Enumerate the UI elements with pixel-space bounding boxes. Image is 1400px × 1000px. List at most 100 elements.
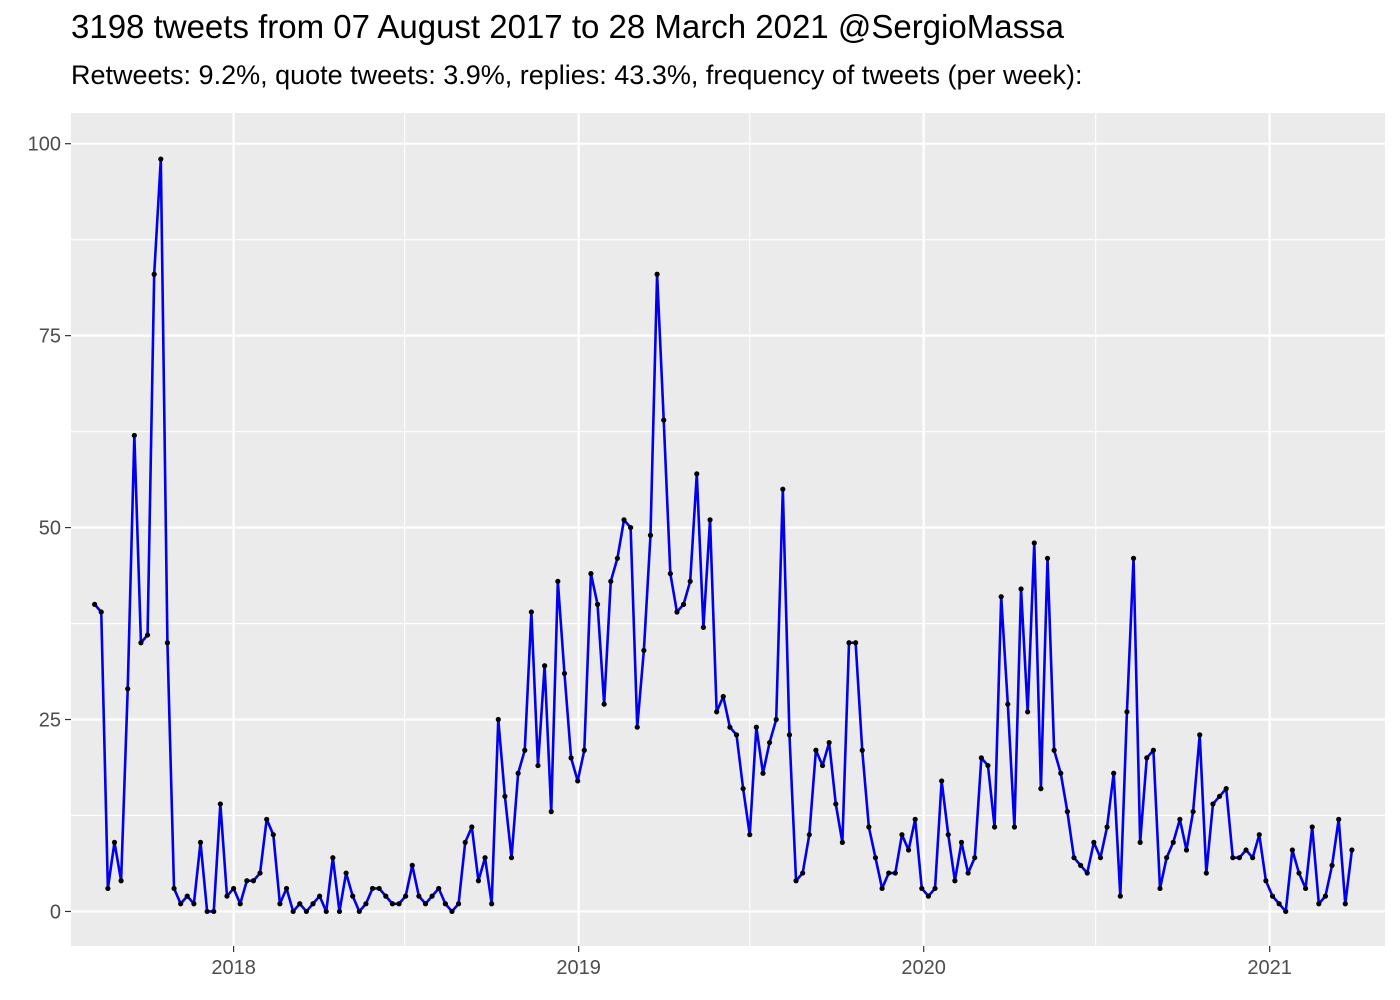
data-point (1084, 870, 1090, 876)
data-point (747, 832, 753, 838)
data-point (1230, 855, 1236, 861)
data-point (581, 747, 587, 753)
data-point (1322, 893, 1329, 899)
data-point (661, 417, 667, 423)
data-point (1044, 555, 1051, 561)
data-point (1269, 893, 1276, 899)
data-point (1124, 709, 1130, 715)
data-point (1276, 901, 1282, 907)
data-point (985, 762, 991, 769)
data-point (905, 847, 912, 853)
data-point (714, 709, 720, 715)
data-point (859, 747, 865, 753)
data-point (455, 901, 462, 907)
data-point (178, 901, 184, 907)
data-point (105, 885, 111, 892)
y-axis: 0 25 50 75 100 (28, 134, 71, 923)
data-point (621, 517, 627, 523)
data-point (978, 755, 984, 761)
data-point (528, 609, 534, 615)
data-point (1144, 755, 1150, 761)
data-point (833, 801, 839, 807)
y-tick-label: 50 (39, 518, 61, 540)
data-point (416, 893, 422, 899)
minor-gridlines (71, 113, 1385, 946)
data-point (369, 885, 376, 892)
data-point (853, 640, 859, 646)
data-point (1011, 824, 1018, 830)
data-point (1190, 809, 1196, 815)
data-point (753, 724, 759, 730)
data-point (866, 824, 872, 830)
data-point (197, 839, 204, 845)
data-point (773, 716, 779, 723)
data-points (92, 156, 1355, 915)
data-point (548, 809, 554, 815)
data-point (568, 755, 574, 761)
data-point (760, 770, 766, 776)
data-point (131, 432, 137, 439)
data-point (356, 908, 362, 915)
data-point (1025, 709, 1031, 715)
data-point (1177, 816, 1183, 822)
data-point (700, 624, 707, 630)
data-point (694, 471, 700, 477)
data-point (1130, 555, 1137, 561)
data-point (508, 855, 515, 861)
data-point (158, 156, 164, 162)
data-point (244, 878, 250, 884)
data-point (389, 901, 396, 907)
x-tick-label: 2018 (211, 957, 256, 979)
data-point (1296, 870, 1302, 876)
data-point (594, 601, 601, 607)
data-point (1071, 855, 1077, 861)
data-point (482, 855, 488, 861)
data-point (1203, 870, 1209, 876)
data-point (257, 870, 263, 876)
data-point (383, 893, 389, 899)
data-point (217, 801, 223, 807)
data-point (707, 517, 713, 523)
data-point (144, 632, 151, 638)
data-point (601, 701, 607, 707)
data-point (793, 878, 799, 884)
data-point (1111, 770, 1117, 776)
data-point (641, 647, 647, 654)
data-point (363, 901, 369, 907)
data-point (1164, 855, 1170, 861)
data-point (310, 901, 316, 907)
data-point (515, 770, 521, 776)
y-tick-label: 0 (50, 901, 61, 923)
data-point (1183, 847, 1190, 853)
data-point (138, 640, 144, 646)
data-point (1236, 855, 1243, 861)
data-point (429, 893, 435, 899)
y-tick-label: 25 (39, 710, 61, 732)
data-point (422, 901, 429, 907)
data-point (912, 816, 918, 822)
data-point (1283, 908, 1289, 915)
data-point (264, 816, 270, 822)
data-point (654, 271, 660, 277)
data-point (720, 693, 726, 700)
data-point (1018, 586, 1024, 592)
data-point (1051, 747, 1057, 753)
data-point (350, 893, 356, 899)
data-point (733, 732, 740, 738)
data-point (1078, 862, 1084, 868)
data-point (925, 893, 932, 899)
data-point (469, 824, 475, 830)
data-point (958, 839, 965, 845)
data-point (1223, 786, 1229, 792)
data-point (1250, 855, 1256, 861)
data-point (283, 885, 290, 892)
data-point (826, 739, 832, 746)
data-point (1316, 901, 1322, 907)
data-point (839, 839, 845, 845)
data-point (409, 862, 415, 868)
data-point (191, 901, 197, 907)
data-point (1289, 847, 1295, 853)
x-tick-label: 2019 (556, 957, 601, 979)
data-point (614, 555, 621, 561)
